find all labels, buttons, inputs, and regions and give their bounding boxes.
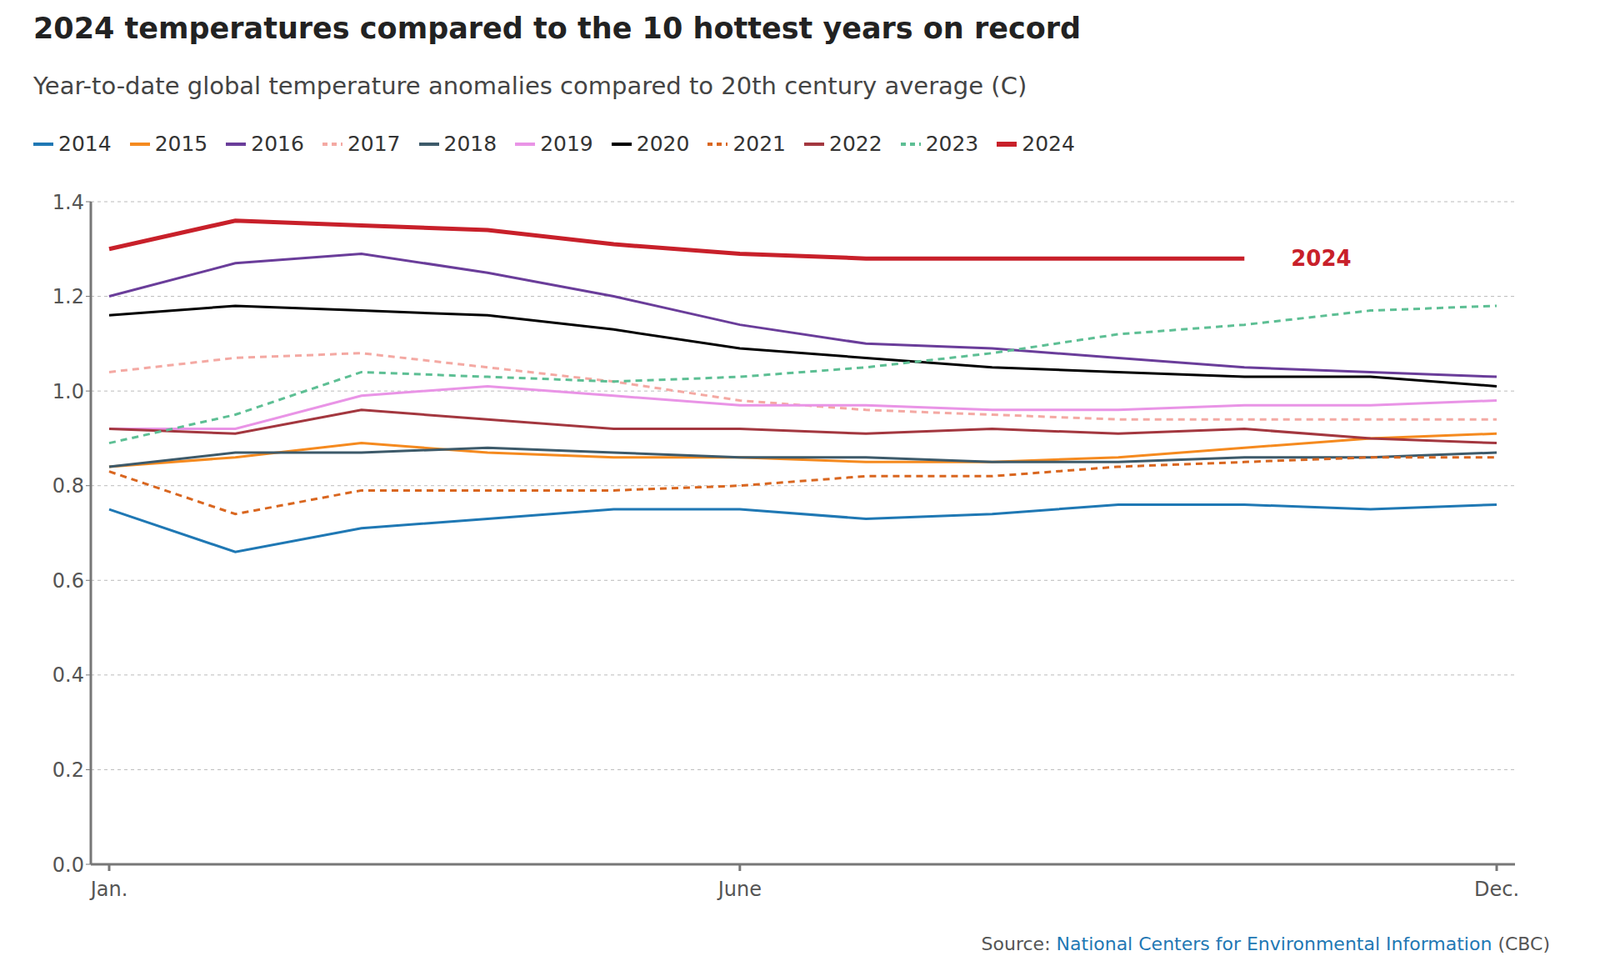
html-text:2024: 2024 (1021, 131, 1075, 156)
html-text:2020: 2020 (636, 131, 690, 156)
html-text:2019: 2019 (540, 131, 594, 156)
html-text:Source: National Centers for E: Source: National Centers for Environment… (981, 933, 1550, 955)
html-text:2017: 2017 (347, 131, 401, 156)
svg-text:1.2: 1.2 (52, 285, 85, 309)
svg-text:2024: 2024 (1290, 245, 1351, 271)
html-text:2023: 2023 (925, 131, 979, 156)
svg-text:0.2: 0.2 (52, 758, 85, 782)
html-text:2022: 2022 (829, 131, 883, 156)
html-text:2018: 2018 (443, 131, 497, 156)
html-text:2021: 2021 (732, 131, 786, 156)
svg-text:June: June (716, 877, 762, 901)
svg-text:0.4: 0.4 (52, 663, 85, 687)
svg-text:1.4: 1.4 (52, 190, 85, 215)
html-text:2024 temperatures compared to: 2024 temperatures compared to the 10 hot… (33, 11, 1081, 45)
html-text:2016: 2016 (251, 131, 305, 156)
svg-text:0.0: 0.0 (52, 853, 85, 877)
svg-text:0.6: 0.6 (52, 569, 85, 593)
html-text:2014: 2014 (58, 131, 112, 156)
svg-text:Jan.: Jan. (89, 877, 129, 901)
html-text:Year-to-date global temperatur: Year-to-date global temperature anomalie… (33, 71, 1027, 100)
svg-text:0.8: 0.8 (52, 474, 85, 498)
svg-text:Dec.: Dec. (1474, 877, 1520, 901)
svg-text:1.0: 1.0 (52, 380, 85, 404)
html-text:2015: 2015 (154, 131, 208, 156)
